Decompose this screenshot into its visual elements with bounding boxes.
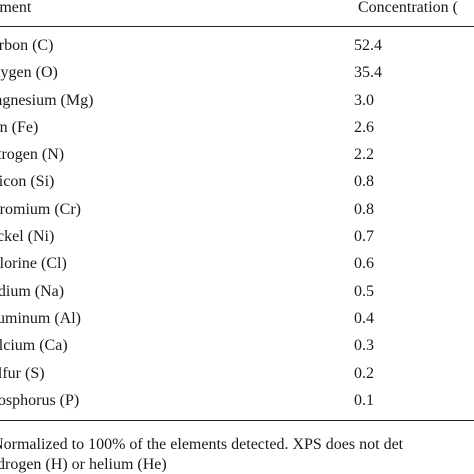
table-row: Silicon (Si) 0.8: [0, 169, 474, 196]
element-name-cell: Aluminum (Al): [0, 309, 81, 327]
table-row: Sodium (Na) 0.5: [0, 279, 474, 306]
element-name-cell: Carbon (C): [0, 37, 54, 54]
concentration-cell: 52.4: [354, 37, 382, 54]
table-row: Oxygen (O) 35.4: [0, 60, 474, 87]
concentration-cell: 0.4: [354, 309, 374, 327]
element-name-cell: Chlorine (Cl): [0, 255, 67, 273]
concentration-cell: 0.5: [354, 282, 374, 300]
header-rule: [0, 26, 474, 27]
table-body: Carbon (C) 52.4 Oxygen (O) 35.4 Magnesium (M…: [0, 27, 474, 415]
concentration-cell: 0.1: [354, 391, 374, 409]
concentration-cell: 2.2: [354, 146, 374, 164]
element-name-cell: Chromium (Cr): [0, 200, 81, 218]
concentration-cell: 0.6: [354, 255, 374, 273]
element-name-cell: Iron (Fe): [0, 118, 39, 136]
element-name-cell: Sulfur (S): [0, 364, 45, 382]
table-row: Aluminum (Al) 0.4: [0, 306, 474, 333]
concentration-cell: 0.7: [354, 228, 374, 246]
concentration-cell: 0.3: [354, 337, 374, 355]
footnote-line-2: hydrogen (H) or helium (He): [0, 456, 167, 474]
footnote: a Normalized to 100% of the elements det…: [0, 421, 474, 474]
concentration-cell: 0.8: [354, 200, 374, 218]
table-row: Chlorine (Cl) 0.6: [0, 251, 474, 278]
element-name-cell: Phosphorus (P): [0, 391, 80, 409]
element-name-cell: Silicon (Si): [0, 173, 55, 191]
element-name-cell: Oxygen (O): [0, 64, 58, 82]
header-element: Element: [0, 0, 32, 16]
bottom-rule: [0, 420, 474, 422]
table-row: Nickel (Ni) 0.7: [0, 224, 474, 251]
concentration-cell: 3.0: [354, 91, 374, 109]
element-name-cell: Sodium (Na): [0, 282, 65, 300]
concentration-cell: 2.6: [354, 118, 374, 136]
element-name-cell: Nitrogen (N): [0, 146, 65, 164]
footnote-line-1: a Normalized to 100% of the elements det…: [0, 436, 404, 454]
table-row: Phosphorus (P) 0.1: [0, 388, 474, 415]
table-row: Sulfur (S) 0.2: [0, 361, 474, 388]
concentration-cell: 0.8: [354, 173, 374, 191]
table-row: Calcium (Ca) 0.3: [0, 333, 474, 360]
table-row: Nitrogen (N) 2.2: [0, 142, 474, 169]
concentration-cell: 0.2: [354, 364, 374, 382]
table-row: Carbon (C) 52.4: [0, 33, 474, 60]
table-row: Magnesium (Mg) 3.0: [0, 88, 474, 115]
table-row: Chromium (Cr) 0.8: [0, 197, 474, 224]
element-name-cell: Magnesium (Mg): [0, 91, 94, 109]
table-row: Iron (Fe) 2.6: [0, 115, 474, 142]
concentration-cell: 35.4: [354, 64, 382, 82]
header-concentration: Concentration (: [358, 0, 458, 16]
table-header-row: Element Concentration (: [0, 0, 474, 26]
element-name-cell: Nickel (Ni): [0, 228, 55, 246]
element-name-cell: Calcium (Ca): [0, 337, 68, 355]
